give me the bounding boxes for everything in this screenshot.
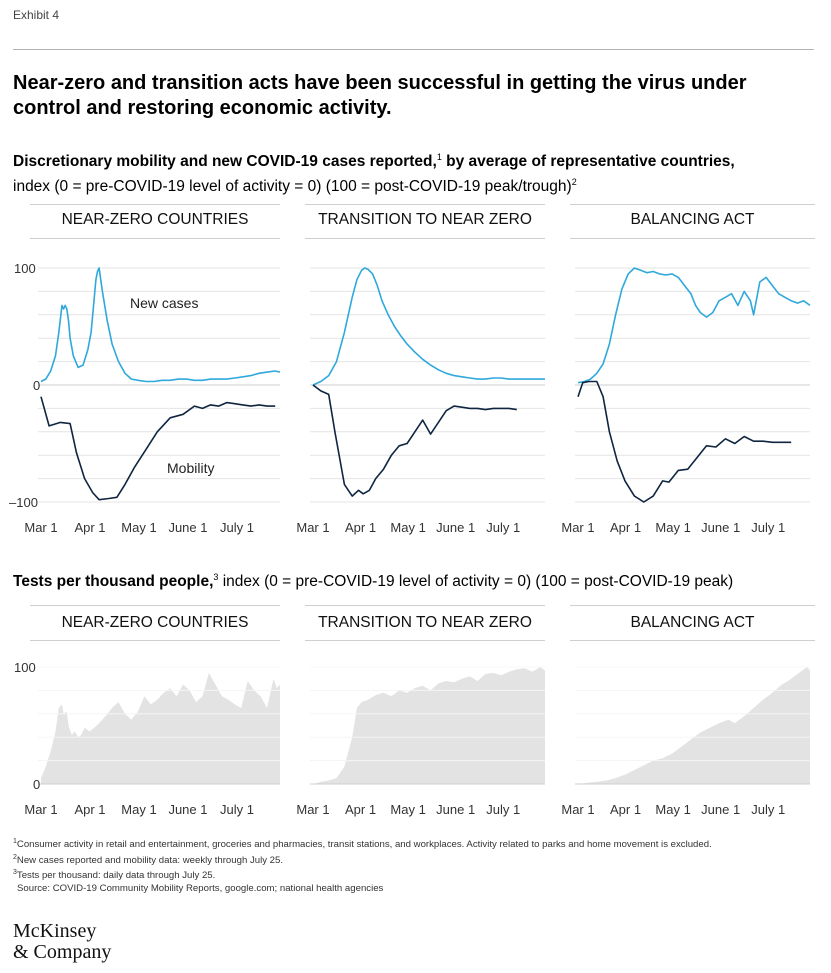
subtitle-bold-tail: by average of representative countries, xyxy=(441,153,735,171)
footnote-3: 3Tests per thousand: daily data through … xyxy=(13,869,216,882)
panel-rule xyxy=(30,204,280,205)
x-tick-label: Apr 1 xyxy=(74,802,105,817)
x-tick-label: Mar 1 xyxy=(561,802,594,817)
logo-line-1: McKinsey xyxy=(13,920,97,942)
panel-rule xyxy=(305,204,545,205)
panel-rule xyxy=(305,238,545,239)
panel-rule xyxy=(570,605,815,606)
panel-rule xyxy=(30,640,280,641)
footnote-ref-3: 3 xyxy=(213,572,219,582)
panel-title-near-zero-tests: NEAR-ZERO COUNTRIES xyxy=(61,614,249,631)
x-tick-label: July 1 xyxy=(486,520,520,535)
source-note: Source: COVID-19 Community Mobility Repo… xyxy=(17,883,384,895)
x-tick-label: Apr 1 xyxy=(345,802,376,817)
x-tick-label: Apr 1 xyxy=(74,520,105,535)
x-tick-label: Mar 1 xyxy=(24,520,57,535)
x-tick-label: Mar 1 xyxy=(24,802,57,817)
x-tick-label: June 1 xyxy=(436,802,475,817)
x-tick-label: Apr 1 xyxy=(345,520,376,535)
panel-rule xyxy=(30,238,280,239)
subtitle-mobility-cases: Discretionary mobility and new COVID-19 … xyxy=(13,147,823,197)
x-tick-label: May 1 xyxy=(121,520,156,535)
panel-rule xyxy=(305,605,545,606)
panel-rule xyxy=(570,640,815,641)
x-tick-label: July 1 xyxy=(486,802,520,817)
top-rule xyxy=(13,49,814,50)
subtitle2-bold: Tests per thousand people, xyxy=(13,573,214,591)
new-cases-line xyxy=(312,267,545,386)
x-tick-label: June 1 xyxy=(701,802,740,817)
footnote-1: 1Consumer activity in retail and enterta… xyxy=(13,838,712,851)
x-tick-label: June 1 xyxy=(436,520,475,535)
x-tick-label: May 1 xyxy=(121,802,156,817)
x-tick-label: Apr 1 xyxy=(610,802,641,817)
footnotes: 1Consumer activity in retail and enterta… xyxy=(13,836,823,896)
x-tick-label: June 1 xyxy=(701,520,740,535)
panel-title-balancing: BALANCING ACT xyxy=(630,211,755,228)
x-tick-label: June 1 xyxy=(168,520,207,535)
panel-rule xyxy=(570,238,815,239)
footnote-ref-2: 2 xyxy=(571,177,577,188)
y-tick-label: –100 xyxy=(9,495,38,510)
panel-rule xyxy=(570,204,815,205)
panel-rule xyxy=(305,640,545,641)
panel-title-near-zero: NEAR-ZERO COUNTRIES xyxy=(61,211,249,228)
footnote-2: 2New cases reported and mobility data: w… xyxy=(13,853,284,866)
new-cases-annotation: New cases xyxy=(130,295,198,311)
panel-title-transition: TRANSITION TO NEAR ZERO xyxy=(318,211,532,228)
tests-area xyxy=(578,667,810,784)
mobility-annotation: Mobility xyxy=(167,460,214,476)
tests-area xyxy=(41,672,280,784)
y-tick-label: 100 xyxy=(14,261,36,276)
x-tick-label: July 1 xyxy=(220,802,254,817)
headline: Near-zero and transition acts have been … xyxy=(13,72,747,119)
x-tick-label: May 1 xyxy=(390,802,425,817)
y-tick-label: 100 xyxy=(14,660,36,675)
mobility-line xyxy=(40,396,276,501)
panel-title-balancing-tests: BALANCING ACT xyxy=(630,614,755,631)
x-tick-label: July 1 xyxy=(220,520,254,535)
logo-line-2: & Company xyxy=(13,941,112,963)
new-cases-line xyxy=(40,267,281,383)
x-tick-label: July 1 xyxy=(751,520,785,535)
subtitle-bold: Discretionary mobility and new COVID-19 … xyxy=(13,153,437,171)
tests-area xyxy=(313,667,545,784)
exhibit-label: Exhibit 4 xyxy=(13,8,60,22)
panel-title-transition-tests: TRANSITION TO NEAR ZERO xyxy=(318,614,532,631)
mobility-line xyxy=(577,380,792,503)
x-tick-label: Mar 1 xyxy=(296,520,329,535)
mobility-line xyxy=(312,384,517,497)
footnote-ref-1: 1 xyxy=(436,152,442,162)
subtitle-line2: index (0 = pre-COVID-19 level of activit… xyxy=(13,178,572,196)
x-tick-label: Mar 1 xyxy=(296,802,329,817)
x-tick-label: July 1 xyxy=(751,802,785,817)
x-tick-label: June 1 xyxy=(168,802,207,817)
mckinsey-logo: McKinsey & Company xyxy=(13,921,111,963)
x-tick-label: Apr 1 xyxy=(610,520,641,535)
x-tick-label: May 1 xyxy=(655,802,690,817)
subtitle-tests: Tests per thousand people,3 index (0 = p… xyxy=(13,567,823,592)
x-tick-label: May 1 xyxy=(655,520,690,535)
panel-rule xyxy=(30,605,280,606)
y-tick-label: 0 xyxy=(33,777,40,792)
new-cases-line xyxy=(577,267,811,384)
x-tick-label: Mar 1 xyxy=(561,520,594,535)
x-tick-label: May 1 xyxy=(390,520,425,535)
y-tick-label: 0 xyxy=(33,378,40,393)
subtitle2-rest: index (0 = pre-COVID-19 level of activit… xyxy=(218,573,734,591)
